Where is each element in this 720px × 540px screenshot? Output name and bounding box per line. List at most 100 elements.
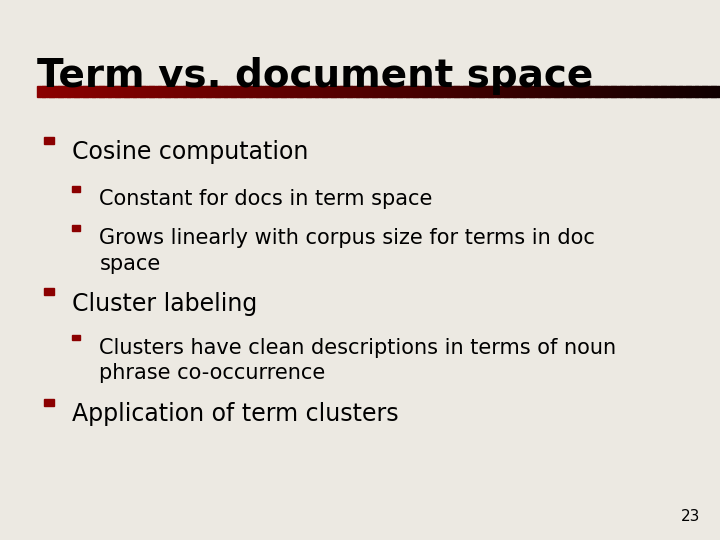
Bar [481, 86, 484, 97]
Bar [247, 86, 250, 97]
Bar [508, 86, 511, 97]
Bar [108, 86, 111, 97]
Bar [158, 86, 161, 97]
Bar [222, 86, 225, 97]
Bar [53, 86, 56, 97]
Bar [459, 86, 462, 97]
Bar [151, 86, 154, 97]
Bar [104, 86, 107, 97]
Bar [711, 86, 714, 97]
Bar [63, 86, 66, 97]
Bar [176, 86, 179, 97]
Bar [422, 86, 425, 97]
Bar [299, 86, 302, 97]
Bar [383, 86, 386, 97]
Bar [479, 86, 482, 97]
Bar [45, 137, 53, 144]
Bar [279, 86, 282, 97]
Bar [228, 86, 232, 97]
Bar [477, 86, 480, 97]
Bar [265, 86, 268, 97]
Bar [110, 86, 113, 97]
Bar [188, 86, 191, 97]
Bar [583, 86, 587, 97]
Bar [451, 86, 454, 97]
Bar [45, 288, 53, 295]
Bar [502, 86, 505, 97]
Bar [44, 86, 48, 97]
Bar [672, 86, 675, 97]
Bar [310, 86, 313, 97]
Bar [556, 86, 559, 97]
Bar [304, 86, 307, 97]
Bar [240, 86, 243, 97]
Bar [677, 86, 680, 97]
Bar [415, 86, 418, 97]
Bar [267, 86, 270, 97]
Bar [667, 86, 670, 97]
Bar [274, 86, 277, 97]
Bar [616, 86, 618, 97]
Bar [142, 86, 145, 97]
Bar [47, 86, 50, 97]
Bar [167, 86, 170, 97]
Text: Application of term clusters: Application of term clusters [72, 402, 399, 426]
Bar [78, 86, 81, 97]
Bar [356, 86, 359, 97]
Bar [377, 86, 379, 97]
Bar [575, 86, 577, 97]
Bar [224, 86, 227, 97]
Bar [185, 86, 189, 97]
Bar [513, 86, 516, 97]
Bar [140, 86, 143, 97]
Bar [447, 86, 450, 97]
Bar [634, 86, 636, 97]
Bar [518, 86, 521, 97]
Bar [429, 86, 432, 97]
Bar [212, 86, 215, 97]
Bar [590, 86, 593, 97]
Bar [58, 86, 61, 97]
Bar [438, 86, 441, 97]
Bar [251, 86, 254, 97]
Bar [220, 86, 222, 97]
Bar [67, 86, 70, 97]
Bar [65, 86, 68, 97]
Bar [467, 86, 470, 97]
Bar [626, 86, 630, 97]
Bar [463, 86, 466, 97]
Bar [488, 86, 491, 97]
Bar [440, 86, 443, 97]
Bar [359, 86, 361, 97]
Bar [81, 86, 84, 97]
Bar [336, 86, 338, 97]
Bar [233, 86, 236, 97]
Bar [469, 86, 473, 97]
Bar [369, 86, 373, 97]
Bar [276, 86, 279, 97]
Bar [292, 86, 295, 97]
Bar [190, 86, 193, 97]
Bar [649, 86, 652, 97]
Bar [342, 86, 346, 97]
Bar [215, 86, 218, 97]
Bar [495, 86, 498, 97]
Text: Grows linearly with corpus size for terms in doc
space: Grows linearly with corpus size for term… [99, 228, 595, 274]
Bar [465, 86, 468, 97]
Bar [559, 86, 562, 97]
Bar [51, 86, 54, 97]
Bar [520, 86, 523, 97]
Bar [492, 86, 495, 97]
Bar [681, 86, 684, 97]
Bar [49, 86, 52, 97]
Text: Term vs. document space: Term vs. document space [37, 57, 594, 94]
Bar [657, 86, 660, 97]
Bar [249, 86, 252, 97]
Bar [302, 86, 305, 97]
Bar [179, 86, 181, 97]
Bar [654, 86, 657, 97]
Bar [572, 86, 575, 97]
Bar [442, 86, 446, 97]
Bar [163, 86, 166, 97]
Bar [90, 86, 93, 97]
